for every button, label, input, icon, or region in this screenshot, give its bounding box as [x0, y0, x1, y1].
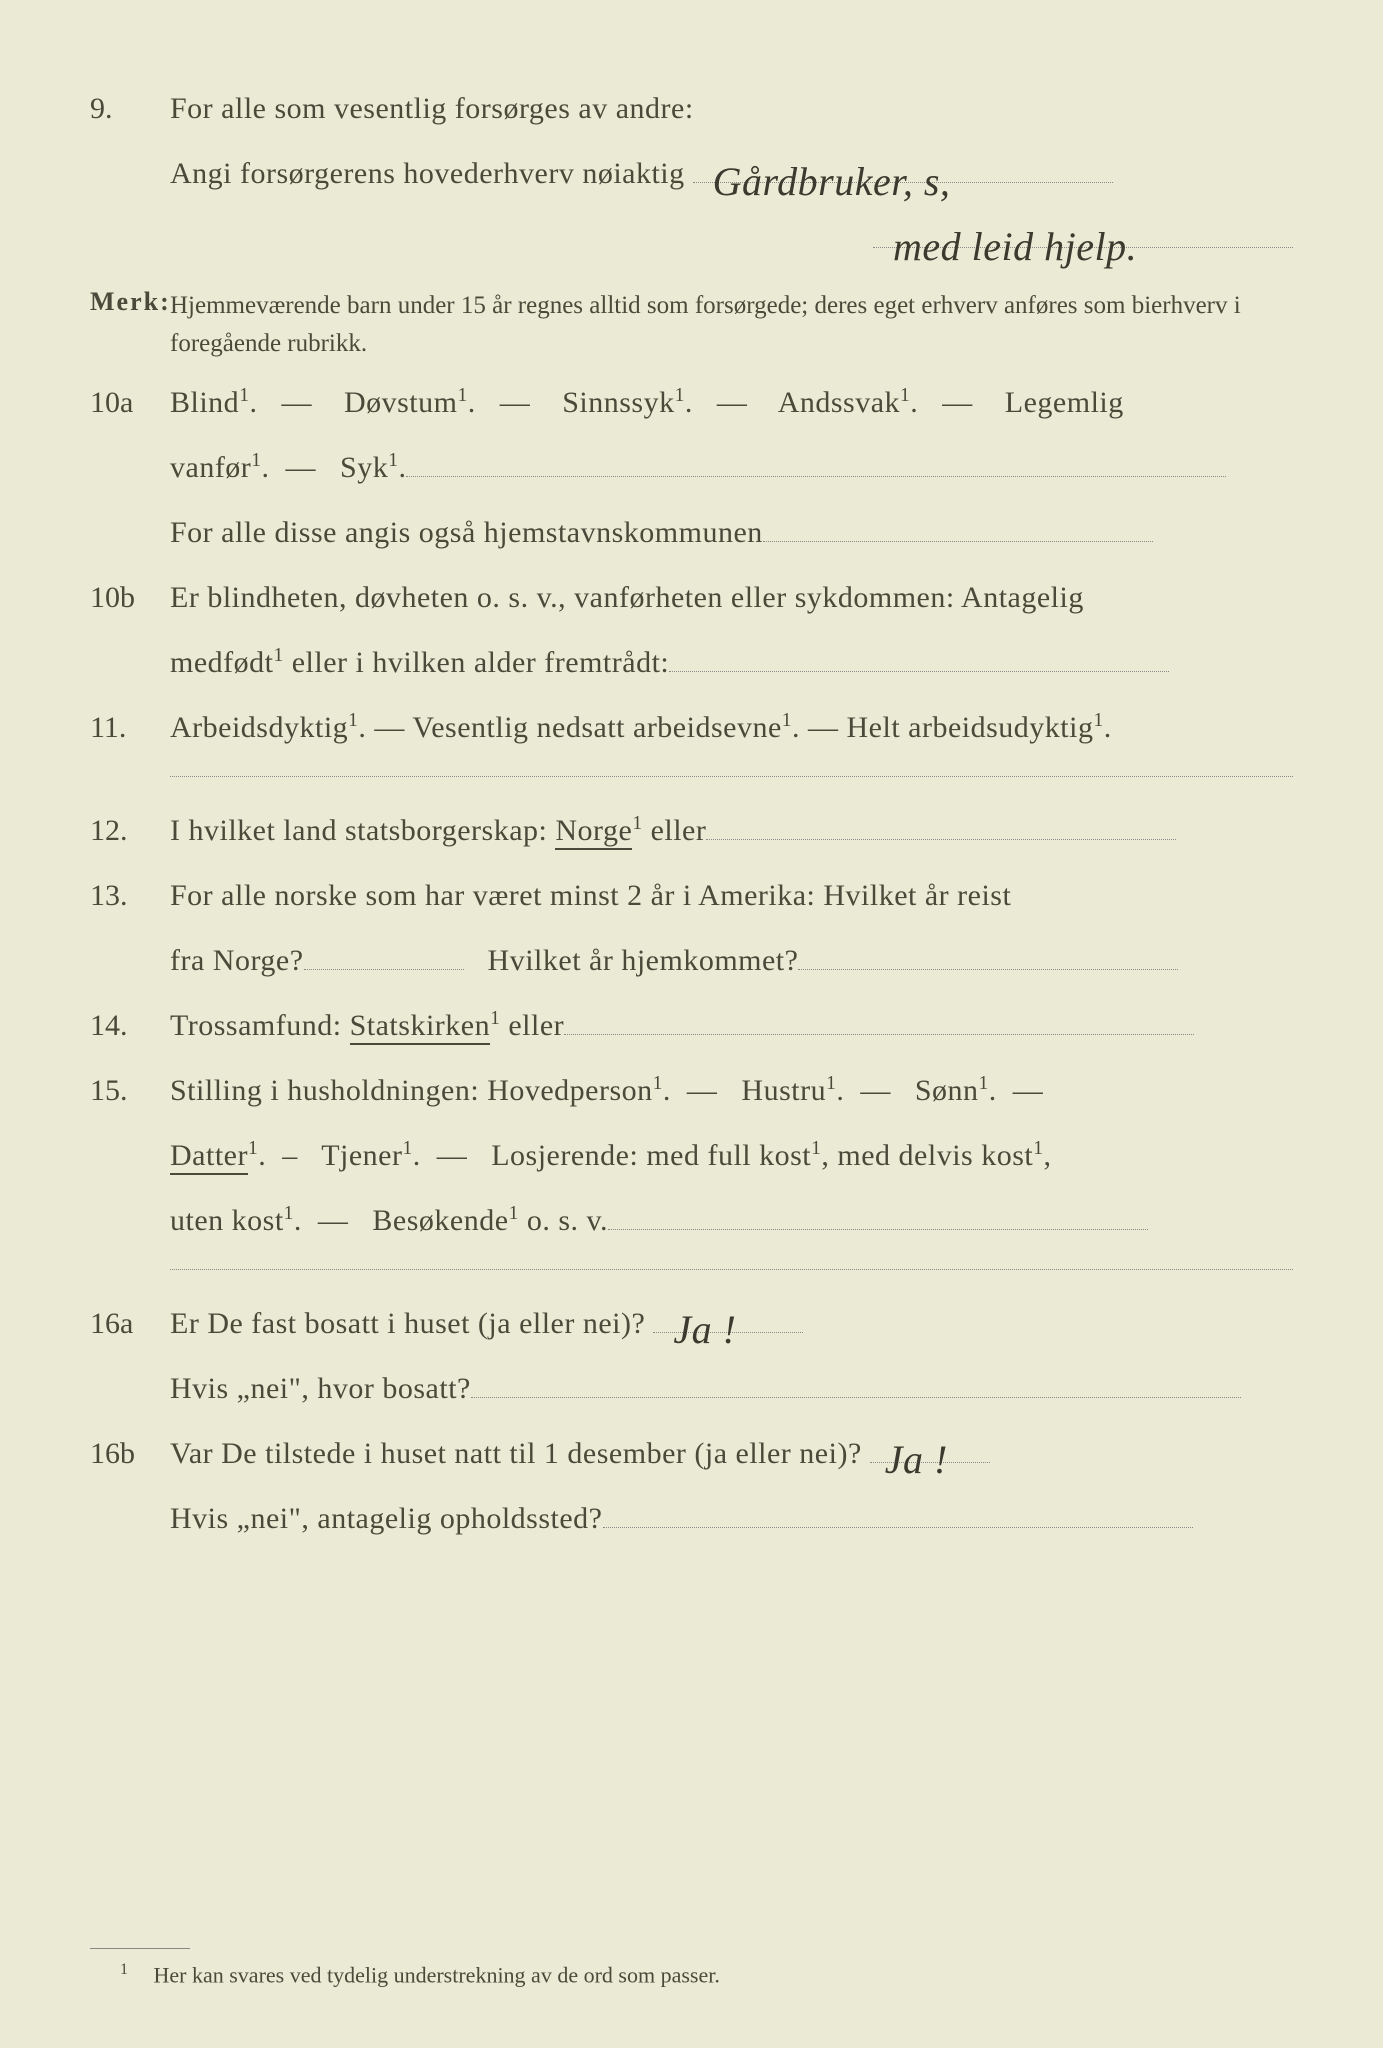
footnote-num: 1 — [120, 1961, 128, 1978]
q14-text: Trossamfund: — [170, 1009, 350, 1042]
q10a-andssvak: Andssvak — [778, 386, 900, 419]
q15-delvis: med delvis kost — [837, 1139, 1033, 1172]
q9-number: 9. — [90, 80, 170, 137]
q10a-blind: Blind — [170, 386, 239, 419]
q16b-handwritten: Ja ! — [885, 1422, 948, 1498]
question-10b: 10b Er blindheten, døvheten o. s. v., va… — [90, 569, 1293, 626]
question-14: 14. Trossamfund: Statskirken1 eller — [90, 997, 1293, 1054]
q9-line1: For alle som vesentlig forsørges av andr… — [170, 80, 1293, 137]
q12-text: I hvilket land statsborgerskap: — [170, 814, 555, 847]
q11-udyktig: Helt arbeidsudyktig — [847, 711, 1094, 744]
q10a-legemlig: Legemlig — [1005, 386, 1124, 419]
q15-hovedperson: Stilling i husholdningen: Hovedperson — [170, 1074, 653, 1107]
q16b-opholdssted: Hvis „nei", antagelig opholdssted? — [170, 1502, 603, 1535]
q14-eller: eller — [500, 1009, 564, 1042]
q16a-fill: Ja ! — [653, 1332, 803, 1333]
q15-tjener: Tjener — [321, 1139, 402, 1172]
q10a-hjemstavn: For alle disse angis også hjemstavnskomm… — [170, 516, 763, 549]
q16b-text: Var De tilstede i huset natt til 1 desem… — [170, 1437, 862, 1470]
q9-fill2: med leid hjelp. — [873, 247, 1293, 248]
q9-line2-row: Angi forsørgerens hovederhverv nøiaktig … — [90, 145, 1293, 202]
q10b-text1: Er blindheten, døvheten o. s. v., vanfør… — [170, 569, 1293, 626]
q14-fill — [564, 1034, 1194, 1035]
question-13: 13. For alle norske som har været minst … — [90, 867, 1293, 924]
q15-hustru: Hustru — [741, 1074, 826, 1107]
q10b-medfodt: medfødt — [170, 646, 273, 679]
q9-line2: Angi forsørgerens hovederhverv nøiaktig — [170, 157, 685, 190]
q11-number: 11. — [90, 699, 170, 756]
question-12: 12. I hvilket land statsborgerskap: Norg… — [90, 802, 1293, 859]
q16a-handwritten: Ja ! — [673, 1292, 736, 1368]
q12-number: 12. — [90, 802, 170, 859]
q13-franorge: fra Norge? — [170, 944, 304, 977]
q16a-fill2 — [471, 1397, 1241, 1398]
q10a-vanfor: vanfør — [170, 451, 251, 484]
question-9: 9. For alle som vesentlig forsørges av a… — [90, 80, 1293, 137]
q10a-line3: For alle disse angis også hjemstavnskomm… — [90, 504, 1293, 561]
census-form-page: 9. For alle som vesentlig forsørges av a… — [0, 0, 1383, 2048]
divider-2 — [170, 1269, 1293, 1270]
q15-besokende: Besøkende — [372, 1204, 508, 1237]
q16a-bosatt: Hvis „nei", hvor bosatt? — [170, 1372, 471, 1405]
question-16b: 16b Var De tilstede i huset natt til 1 d… — [90, 1425, 1293, 1482]
q16b-line2: Hvis „nei", antagelig opholdssted? — [90, 1490, 1293, 1547]
q9-hw2-row: med leid hjelp. — [90, 210, 1293, 267]
footnote-text: Her kan svares ved tydelig understreknin… — [154, 1962, 720, 1987]
q10b-alder: eller i hvilken alder fremtrådt: — [284, 646, 670, 679]
q15-line3: uten kost1. — Besøkende1 o. s. v. — [90, 1192, 1293, 1249]
q10a-number: 10a — [90, 374, 170, 431]
q15-utenkost: uten kost — [170, 1204, 284, 1237]
question-10a: 10a Blind1. — Døvstum1. — Sinnssyk1. — A… — [90, 374, 1293, 431]
q12-norge: Norge — [555, 814, 632, 850]
q16b-fill: Ja ! — [870, 1462, 990, 1463]
q13-line2: fra Norge? Hvilket år hjemkommet? — [90, 932, 1293, 989]
q13-fill2 — [798, 969, 1178, 970]
footnote-area: 1 Her kan svares ved tydelig understrekn… — [90, 1748, 1293, 1988]
q15-line2: Datter1. – Tjener1. — Losjerende: med fu… — [90, 1127, 1293, 1184]
q16b-number: 16b — [90, 1425, 170, 1482]
q10a-dovstum: Døvstum — [344, 386, 458, 419]
q13-hjemkommet: Hvilket år hjemkommet? — [488, 944, 799, 977]
footnote: 1 Her kan svares ved tydelig understrekn… — [90, 1961, 1293, 1988]
q9-handwritten2: med leid hjelp. — [893, 209, 1137, 285]
q16a-line2: Hvis „nei", hvor bosatt? — [90, 1360, 1293, 1417]
q10a-fill2 — [763, 541, 1153, 542]
q13-number: 13. — [90, 867, 170, 924]
merk-label: Merk: — [90, 287, 170, 317]
question-16a: 16a Er De fast bosatt i huset (ja eller … — [90, 1295, 1293, 1352]
q10b-number: 10b — [90, 569, 170, 626]
q15-sonn: Sønn — [915, 1074, 979, 1107]
q10b-fill — [669, 671, 1169, 672]
q10a-fill — [406, 476, 1226, 477]
q10a-line2: vanfør1. — Syk1. — [90, 439, 1293, 496]
q16a-text: Er De fast bosatt i huset (ja eller nei)… — [170, 1307, 645, 1340]
q9-fill: Gårdbruker, s, — [693, 182, 1113, 183]
q16a-number: 16a — [90, 1295, 170, 1352]
q15-datter: Datter — [170, 1139, 248, 1175]
q14-number: 14. — [90, 997, 170, 1054]
merk-row: Merk: Hjemmeværende barn under 15 år reg… — [90, 287, 1293, 362]
q15-number: 15. — [90, 1062, 170, 1119]
merk-text: Hjemmeværende barn under 15 år regnes al… — [170, 287, 1293, 362]
q15-losjerende: Losjerende: med full kost — [491, 1139, 811, 1172]
q10b-line2: medfødt1 eller i hvilken alder fremtrådt… — [90, 634, 1293, 691]
q12-fill — [706, 839, 1176, 840]
q10a-sinnssyk: Sinnssyk — [562, 386, 674, 419]
q14-statskirken: Statskirken — [350, 1009, 491, 1045]
q11-nedsatt: Vesentlig nedsatt arbeidsevne — [412, 711, 781, 744]
q16b-fill2 — [603, 1527, 1193, 1528]
divider-1 — [170, 776, 1293, 777]
q13-fill1 — [304, 969, 464, 970]
q15-fill — [608, 1229, 1148, 1230]
footnote-divider — [90, 1948, 190, 1949]
q10a-syk: Syk — [340, 451, 388, 484]
q12-eller: eller — [643, 814, 707, 847]
q13-text1: For alle norske som har været minst 2 år… — [170, 867, 1293, 924]
q15-osv: o. s. v. — [519, 1204, 608, 1237]
q11-dyktig: Arbeidsdyktig — [170, 711, 348, 744]
question-15: 15. Stilling i husholdningen: Hovedperso… — [90, 1062, 1293, 1119]
question-11: 11. Arbeidsdyktig1. — Vesentlig nedsatt … — [90, 699, 1293, 756]
